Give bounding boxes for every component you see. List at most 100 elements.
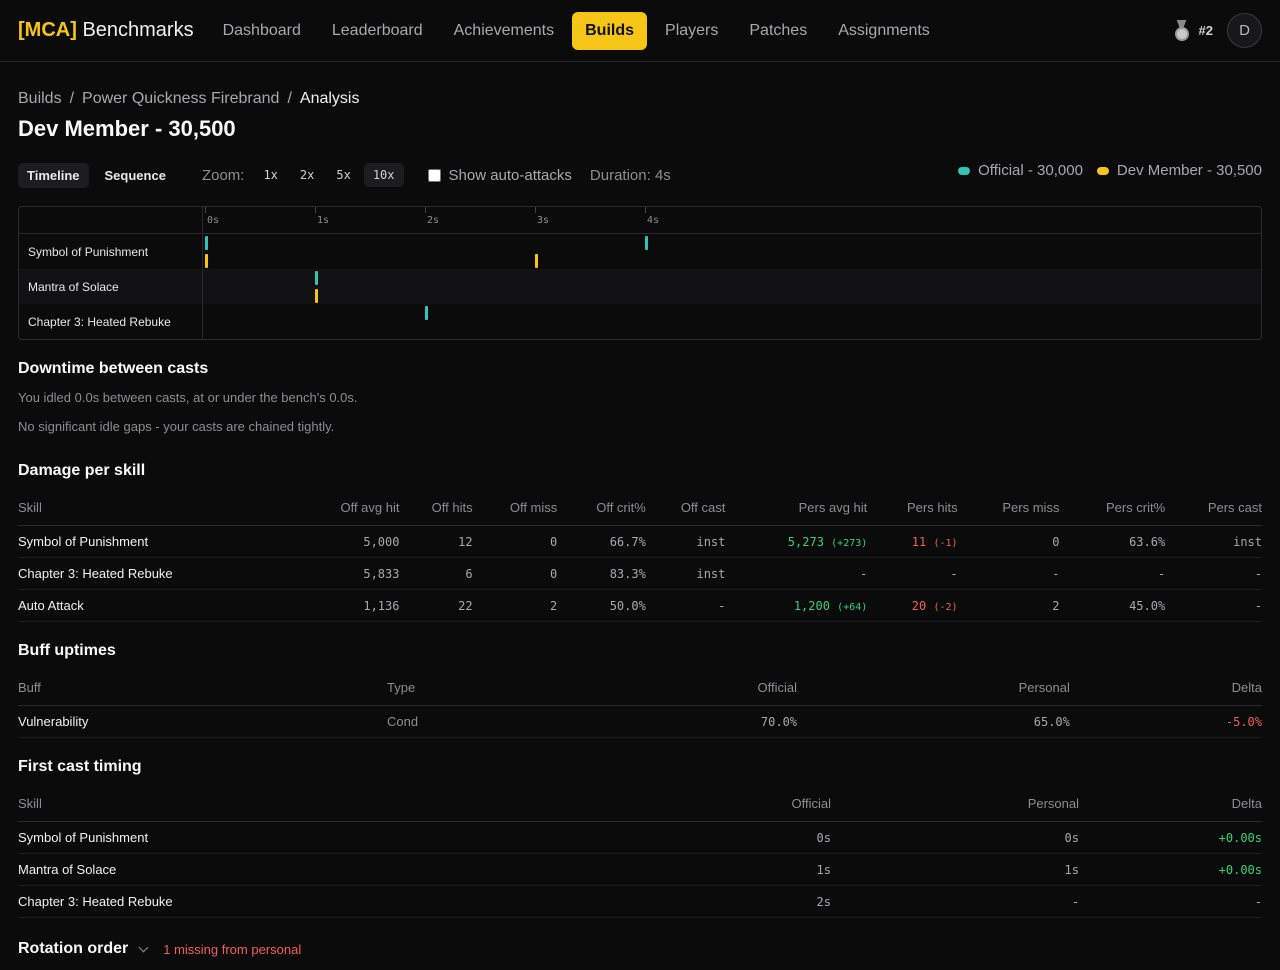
- nav-leaderboard[interactable]: Leaderboard: [331, 21, 423, 39]
- buff-col-header[interactable]: Personal: [797, 680, 1070, 706]
- damage-cell: 5,000: [294, 525, 400, 558]
- first-cast-col-header[interactable]: Delta: [1079, 796, 1262, 822]
- nav-dashboard[interactable]: Dashboard: [222, 21, 301, 39]
- zoom-10x-button[interactable]: 10x: [363, 163, 404, 187]
- damage-cell: 66.7%: [557, 525, 646, 558]
- official-cast-marker[interactable]: [315, 271, 318, 285]
- damage-col-header[interactable]: Off cast: [645, 500, 726, 526]
- zoom-5x-button[interactable]: 5x: [336, 168, 351, 182]
- damage-cell: -: [1165, 557, 1262, 590]
- medal-icon: [1173, 19, 1191, 42]
- nav-players[interactable]: Players: [665, 21, 719, 39]
- timeline-tick: 2s: [424, 207, 440, 226]
- damage-value: -: [860, 566, 868, 581]
- tab-sequence[interactable]: Sequence: [104, 167, 166, 183]
- breadcrumb-separator: /: [287, 90, 292, 107]
- damage-cell: 2: [957, 589, 1060, 622]
- damage-cell: 83.3%: [557, 557, 646, 590]
- first-cast-col-header[interactable]: Official: [518, 796, 831, 822]
- damage-col-header[interactable]: Pers crit%: [1059, 500, 1166, 526]
- official-cast-marker[interactable]: [645, 236, 648, 250]
- skill-name: Chapter 3: Heated Rebuke: [18, 885, 518, 918]
- damage-value: 11: [911, 534, 927, 549]
- damage-col-header[interactable]: Pers hits: [867, 500, 958, 526]
- damage-col-header[interactable]: Pers cast: [1165, 500, 1262, 526]
- damage-col-header[interactable]: Pers avg hit: [725, 500, 868, 526]
- damage-cell: -: [867, 557, 958, 590]
- personal-cast-marker[interactable]: [535, 254, 538, 268]
- personal-cast-marker[interactable]: [205, 254, 208, 268]
- buff-col-header[interactable]: Delta: [1069, 680, 1262, 706]
- damage-col-header[interactable]: Pers miss: [957, 500, 1060, 526]
- timeline-skill-label: Symbol of Punishment: [28, 245, 149, 259]
- zoom-1x-button[interactable]: 1x: [263, 168, 278, 182]
- damage-cell: 45.0%: [1059, 589, 1166, 622]
- first-cast-official: 1s: [518, 853, 831, 886]
- brand-tag: [MCA]: [18, 19, 77, 41]
- timeline-tick: 1s: [314, 207, 330, 226]
- timeline-tick: 3s: [534, 207, 550, 226]
- timeline-row: Chapter 3: Heated Rebuke: [19, 304, 1261, 339]
- damage-title: Damage per skill: [18, 462, 146, 479]
- skill-name: Chapter 3: Heated Rebuke: [18, 557, 295, 590]
- damage-cell: 63.6%: [1059, 525, 1166, 558]
- auto-attacks-checkbox[interactable]: [427, 168, 441, 182]
- damage-delta: (-1): [933, 537, 958, 549]
- damage-cell: 2: [472, 589, 558, 622]
- rotation-order-toggle[interactable]: Rotation order 1 missing from personal: [18, 940, 1262, 958]
- buff-col-header[interactable]: Buff: [18, 680, 387, 706]
- brand-logo[interactable]: [MCA] Benchmarks: [18, 19, 194, 42]
- first-cast-delta: +0.00s: [1079, 853, 1262, 886]
- downtime-summary: You idled 0.0s between casts, at or unde…: [18, 390, 358, 405]
- timeline-row: Mantra of Solace: [19, 269, 1261, 304]
- buff-type: Cond: [387, 705, 587, 738]
- damage-col-header[interactable]: Off miss: [472, 500, 558, 526]
- first-cast-personal: -: [831, 885, 1079, 918]
- damage-cell: 20 (-2): [867, 589, 958, 622]
- damage-col-header[interactable]: Skill: [18, 500, 295, 526]
- nav-patches[interactable]: Patches: [749, 21, 808, 39]
- buff-official: 70.0%: [587, 705, 798, 738]
- damage-col-header[interactable]: Off hits: [399, 500, 473, 526]
- damage-cell: 6: [399, 557, 473, 590]
- buff-col-header[interactable]: Type: [387, 680, 587, 706]
- damage-col-header[interactable]: Off crit%: [557, 500, 646, 526]
- auto-attacks-label[interactable]: Show auto-attacks: [448, 166, 572, 184]
- first-cast-col-header[interactable]: Skill: [18, 796, 518, 822]
- breadcrumb-builds[interactable]: Builds: [18, 90, 62, 107]
- nav-builds[interactable]: Builds: [572, 11, 648, 50]
- first-cast-delta: -: [1079, 885, 1262, 918]
- personal-cast-marker[interactable]: [315, 289, 318, 303]
- damage-value: -: [950, 566, 958, 581]
- timeline-row-label-col: [19, 304, 203, 339]
- damage-value: 5,273: [787, 534, 824, 549]
- official-cast-marker[interactable]: [205, 236, 208, 250]
- breadcrumb-build[interactable]: Power Quickness Firebrand: [82, 90, 280, 107]
- table-row: Auto Attack 1,136 22 2 50.0% -1,200 (+64) 20 (…: [18, 589, 1262, 622]
- first-cast-col-header[interactable]: Personal: [831, 796, 1079, 822]
- timeline-row-label-col: [19, 234, 203, 269]
- tab-timeline[interactable]: Timeline: [18, 162, 89, 188]
- damage-cell: inst: [645, 557, 726, 590]
- nav-assignments[interactable]: Assignments: [838, 21, 930, 39]
- avatar[interactable]: D: [1227, 13, 1262, 48]
- damage-delta: (-2): [933, 601, 958, 613]
- damage-col-header[interactable]: Off avg hit: [294, 500, 400, 526]
- table-row: Chapter 3: Heated Rebuke 5,833 6 0 83.3% inst…: [18, 557, 1262, 590]
- first-cast-delta: +0.00s: [1079, 821, 1262, 854]
- buffs-title: Buff uptimes: [18, 642, 116, 659]
- damage-cell: -: [645, 589, 726, 622]
- legend-label: Dev Member - 30,500: [1116, 162, 1262, 179]
- damage-cell: -: [1059, 557, 1166, 590]
- legend-entry: Dev Member - 30,500: [1096, 162, 1262, 179]
- nav-achievements[interactable]: Achievements: [453, 21, 555, 39]
- buff-personal: 65.0%: [797, 705, 1070, 738]
- official-cast-marker[interactable]: [425, 306, 428, 320]
- damage-value: 1,200: [793, 598, 830, 613]
- skill-name: Auto Attack: [18, 589, 295, 622]
- buff-col-header[interactable]: Official: [587, 680, 798, 706]
- legend-label: Official - 30,000: [978, 162, 1083, 179]
- zoom-2x-button[interactable]: 2x: [299, 168, 315, 182]
- damage-cell: -: [957, 557, 1060, 590]
- damage-cell: inst: [1165, 525, 1262, 558]
